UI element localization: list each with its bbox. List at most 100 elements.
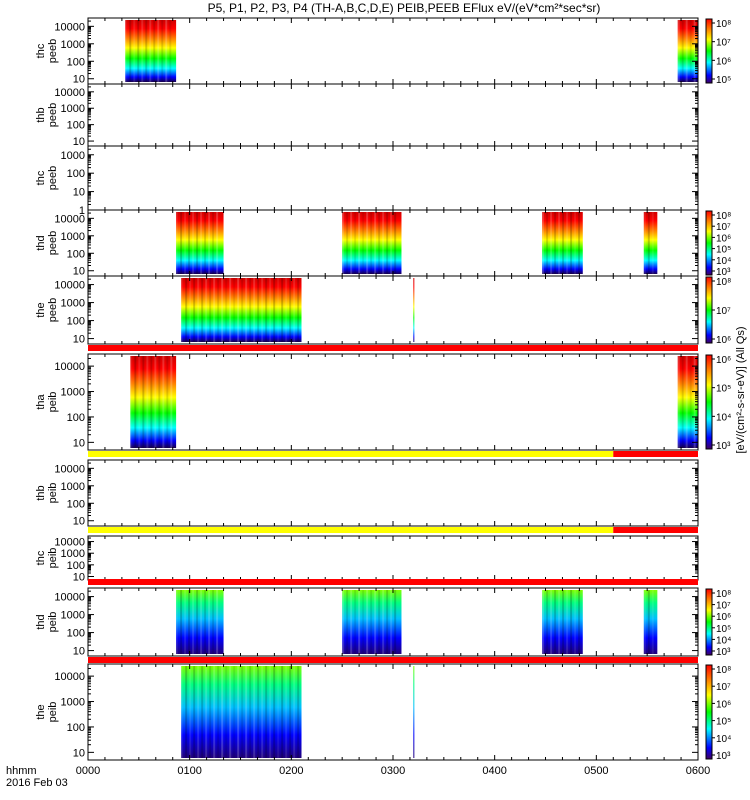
spectrogram-texture <box>204 212 207 274</box>
colorbar-tick-label: 10⁸ <box>716 665 731 676</box>
y-axis-label: peib <box>47 483 59 504</box>
spectrogram-block <box>181 666 302 758</box>
spectrogram-texture <box>192 590 195 654</box>
spectrogram-texture <box>213 666 216 758</box>
spectrogram-texture <box>170 356 173 448</box>
spectrogram-texture <box>241 278 244 342</box>
spectrogram-texture <box>546 212 549 274</box>
spectrogram-texture <box>221 278 224 342</box>
spectrogram-texture <box>185 666 188 758</box>
spectrogram-texture <box>193 666 196 758</box>
spectrogram-texture <box>181 278 184 342</box>
spectrogram-texture <box>237 278 240 342</box>
spectrogram-texture <box>289 666 292 758</box>
y-tick-label: 100 <box>67 722 85 734</box>
spectrogram-texture <box>342 590 345 654</box>
y-axis-label: tha <box>35 393 47 409</box>
y-axis-label: peeb <box>47 39 59 63</box>
spectrogram-texture <box>542 590 545 654</box>
colorbar-tick-label: 10⁴ <box>716 635 731 646</box>
spectrogram-texture <box>647 212 650 274</box>
y-tick-label: 10 <box>73 437 85 449</box>
spectrogram-texture <box>169 20 172 82</box>
spectrogram-texture <box>293 278 296 342</box>
spectrogram-block <box>130 356 177 448</box>
colorbar-tick-label: 10⁶ <box>716 335 731 346</box>
spectrogram-texture <box>647 590 650 654</box>
y-tick-label: 100 <box>67 168 85 180</box>
colorbar-tick-label: 10⁴ <box>716 256 731 267</box>
y-tick-label: 100 <box>67 628 85 640</box>
spectrogram-texture <box>212 212 215 274</box>
spectrogram-texture <box>574 590 577 654</box>
spectrogram-texture <box>681 356 684 448</box>
spectrogram-texture <box>386 212 389 274</box>
colorbar-scale <box>705 210 713 276</box>
spectrogram-texture <box>233 666 236 758</box>
colorbar-scale <box>705 588 713 656</box>
panel-frame <box>87 17 699 85</box>
spectrogram-texture <box>265 666 268 758</box>
y-tick-label: 1000 <box>61 387 85 399</box>
spectrogram-texture <box>374 590 377 654</box>
flag-bar <box>88 451 614 457</box>
spectrogram-texture <box>233 278 236 342</box>
colorbar-tick-label: 10⁸ <box>716 277 731 288</box>
y-tick-label: 10 <box>73 136 85 148</box>
spectrogram-block <box>542 590 583 654</box>
spectrogram-texture <box>366 590 369 654</box>
y-tick-label: 100 <box>67 248 85 260</box>
y-tick-label: 1000 <box>61 103 85 115</box>
spectrogram-texture <box>141 20 144 82</box>
spectrogram-texture <box>651 590 654 654</box>
spectrogram-texture <box>129 20 132 82</box>
colorbar: 10⁶ 10⁵ 10⁴ 10³ <box>705 354 731 452</box>
y-tick-label: 1000 <box>61 298 85 310</box>
spectrogram-texture <box>265 278 268 342</box>
flag-bar <box>88 345 698 351</box>
panel-7: 10000 1000 100 10 thb peib <box>35 459 699 533</box>
y-tick-label: 1000 <box>61 231 85 243</box>
spectrogram-texture <box>685 20 688 82</box>
spectrogram-texture <box>181 666 184 758</box>
colorbar-caption: [eV/(cm²-s-sr-eV)] (All Qs) <box>735 326 747 453</box>
spectrogram-texture <box>378 590 381 654</box>
spectrogram-texture <box>277 278 280 342</box>
spectrogram-texture <box>197 278 200 342</box>
colorbar: 10⁸ 10⁷ 10⁶ <box>705 276 731 346</box>
spectrogram-texture <box>366 212 369 274</box>
flag-bar <box>613 451 698 457</box>
spectrogram-texture <box>651 212 654 274</box>
y-tick-label: 100 <box>67 498 85 510</box>
spectrogram-texture <box>693 20 696 82</box>
spectrogram-texture <box>196 212 199 274</box>
spectrogram-texture <box>370 212 373 274</box>
spectrogram-texture <box>189 666 192 758</box>
y-tick-label: 10000 <box>54 21 85 33</box>
y-tick-label: 10 <box>73 187 85 199</box>
footer-date: 2016 Feb 03 <box>6 777 68 789</box>
spectrogram-texture <box>643 212 646 274</box>
spectrogram-texture <box>685 356 688 448</box>
spectrogram-texture <box>342 212 345 274</box>
y-tick-label: 10000 <box>54 537 85 549</box>
spectrogram-texture <box>249 278 252 342</box>
y-tick-label: 1 <box>79 205 85 217</box>
y-axis-label: thc <box>35 550 47 565</box>
colorbar-tick-label: 10⁵ <box>716 245 731 256</box>
y-axis-label: peeb <box>47 298 59 322</box>
colorbar-tick-label: 10⁶ <box>716 355 731 366</box>
spectrogram-texture <box>297 666 300 758</box>
spectrogram-texture <box>217 278 220 342</box>
y-axis-label: peib <box>47 548 59 569</box>
y-axis-label: peib <box>47 392 59 413</box>
spectrogram-texture <box>378 212 381 274</box>
spectrogram-texture <box>550 212 553 274</box>
colorbar-tick-label: 10⁸ <box>716 211 731 222</box>
